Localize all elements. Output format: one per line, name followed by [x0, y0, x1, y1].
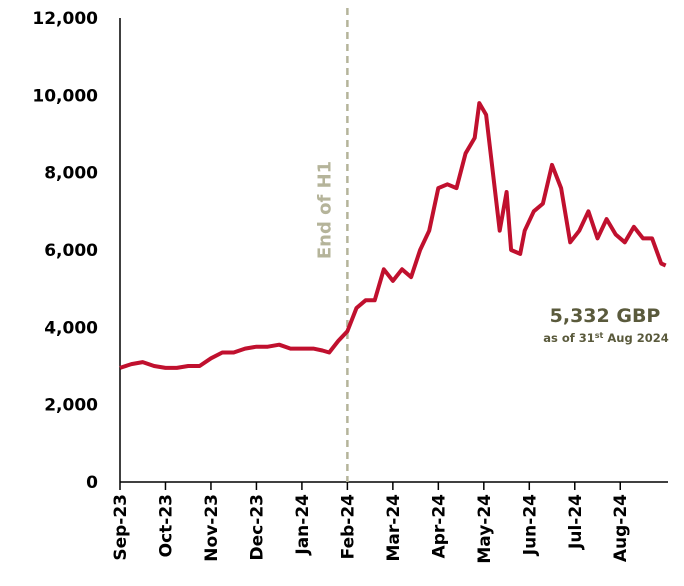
x-tick-label: Aug-24: [611, 494, 631, 562]
x-tick-label: Dec-23: [247, 494, 267, 560]
x-tick-label: Apr-24: [429, 494, 449, 559]
x-tick-label: May-24: [475, 494, 495, 564]
y-tick-label: 8,000: [44, 164, 98, 184]
annotation-part: st: [595, 331, 604, 340]
y-tick-label: 4,000: [44, 318, 98, 338]
x-tick-label: Jul-24: [566, 494, 586, 550]
x-tick-label: Mar-24: [384, 494, 404, 562]
price-line: [119, 101, 667, 370]
y-tick-label: 12,000: [32, 9, 98, 29]
x-tick-label: Jun-24: [520, 494, 540, 556]
y-tick-label: 2,000: [44, 396, 98, 416]
x-tick-label: Oct-23: [156, 494, 176, 557]
end-h1-label: End of H1: [314, 161, 335, 259]
y-tick-label: 10,000: [32, 86, 98, 106]
y-tick-label: 0: [86, 473, 98, 493]
x-tick-label: Nov-23: [202, 494, 222, 562]
x-tick-label: Sep-23: [111, 494, 131, 561]
annotation-sub: as of 31st Aug 2024: [543, 331, 668, 346]
annotation-part: Aug 2024: [603, 331, 668, 345]
x-tick-label: Jan-24: [293, 494, 313, 556]
x-tick-label: Feb-24: [338, 494, 358, 560]
annotation-title: 5,332 GBP: [550, 305, 661, 327]
annotation-part: as of 31: [543, 331, 595, 345]
y-tick-label: 6,000: [44, 241, 98, 261]
